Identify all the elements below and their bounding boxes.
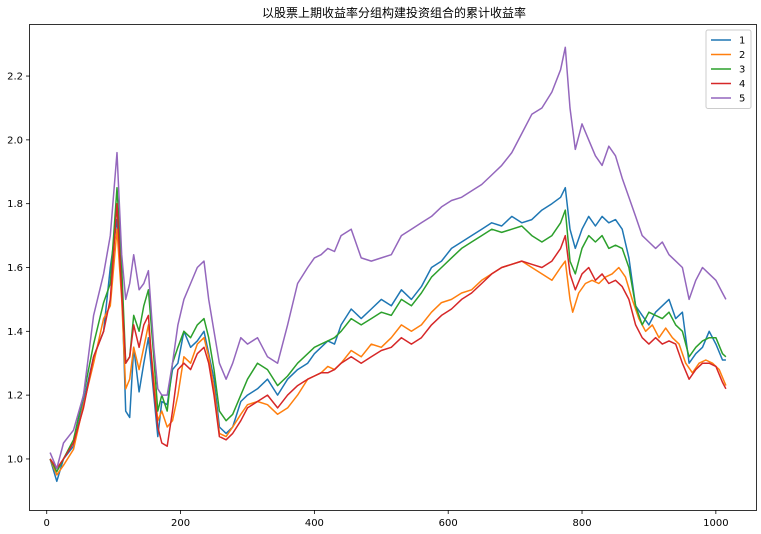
y-axis: 1.0 1.2 1.4 1.6 1.8 2.0 2.2 [7, 72, 30, 465]
x-tick-label: 400 [305, 518, 324, 529]
x-tick-label: 600 [439, 518, 458, 529]
y-tick-label: 1.8 [7, 199, 23, 210]
legend: 1 2 3 4 5 [705, 29, 752, 109]
legend-label-2: 2 [739, 50, 745, 61]
y-tick-label: 2.2 [7, 72, 23, 83]
series-layer [49, 46, 727, 483]
legend-label-3: 3 [739, 65, 745, 76]
y-tick-label: 1.6 [7, 263, 23, 274]
plot-area [29, 24, 757, 511]
series-line-5 [49, 46, 727, 470]
x-tick-label: 200 [171, 518, 190, 529]
series-line-3 [49, 186, 727, 473]
legend-label-5: 5 [739, 94, 745, 105]
legend-label-1: 1 [739, 36, 745, 47]
x-tick-label: 800 [572, 518, 591, 529]
x-tick-label: 1000 [703, 518, 728, 529]
y-tick-label: 2.0 [7, 135, 23, 146]
x-tick-label: 0 [44, 518, 50, 529]
y-tick-label: 1.0 [7, 454, 23, 465]
y-tick-label: 1.4 [7, 327, 23, 338]
y-tick-label: 1.2 [7, 391, 23, 402]
legend-label-4: 4 [739, 79, 745, 90]
series-line-1 [49, 186, 726, 483]
x-axis: 0 200 400 600 800 1000 [44, 510, 729, 529]
chart-title: 以股票上期收益率分组构建投资组合的累计收益率 [262, 5, 526, 20]
series-line-4 [49, 202, 727, 470]
